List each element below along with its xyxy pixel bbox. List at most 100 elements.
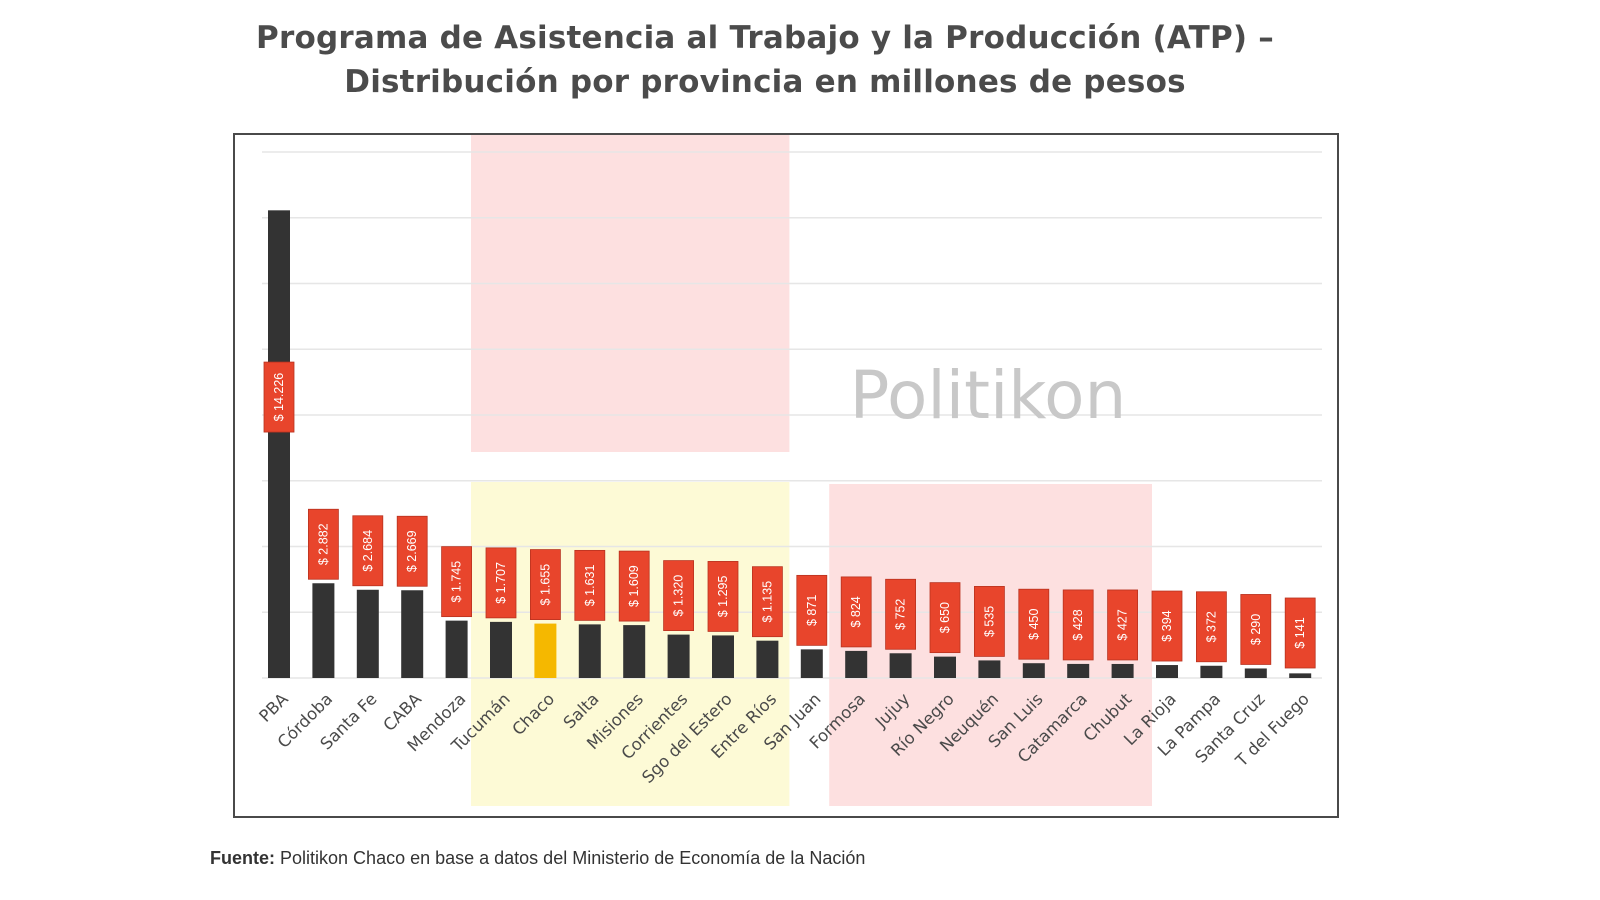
data-label-text: $ 1.609 bbox=[627, 565, 641, 607]
data-label: $ 1.745 bbox=[441, 546, 473, 618]
data-label-text: $ 427 bbox=[1116, 609, 1130, 640]
data-label-box bbox=[796, 574, 828, 646]
data-label: $ 2.684 bbox=[352, 515, 384, 587]
data-label-box bbox=[1107, 589, 1138, 661]
bar-t-del-fuego bbox=[1289, 673, 1312, 678]
data-label: $ 1.320 bbox=[663, 560, 694, 632]
bar-tucumán bbox=[490, 621, 512, 678]
data-label: $ 650 bbox=[929, 582, 961, 654]
data-label-text: $ 290 bbox=[1249, 614, 1263, 645]
bar-pba bbox=[268, 210, 290, 678]
data-label-box bbox=[1240, 594, 1272, 665]
data-label-box bbox=[618, 550, 650, 622]
data-label-box bbox=[1196, 591, 1227, 663]
data-label-box bbox=[1151, 590, 1183, 662]
data-label-box bbox=[574, 549, 606, 621]
bar-mendoza bbox=[445, 620, 468, 678]
data-label-text: $ 14.226 bbox=[272, 373, 286, 422]
data-label-text: $ 2.684 bbox=[361, 530, 375, 572]
data-label-text: $ 1.295 bbox=[716, 576, 730, 618]
data-label-text: $ 1.655 bbox=[538, 564, 552, 606]
bar-neuquén bbox=[978, 660, 1001, 678]
highlight-zones bbox=[471, 135, 1152, 806]
bar-la-rioja bbox=[1156, 665, 1178, 678]
bar-santa-cruz bbox=[1244, 668, 1267, 678]
bar-misiones bbox=[623, 625, 646, 678]
data-label-box bbox=[929, 582, 961, 654]
bar-salta bbox=[578, 624, 601, 678]
data-label-box bbox=[752, 566, 783, 638]
data-label-text: $ 1.707 bbox=[494, 562, 508, 604]
data-label: $ 427 bbox=[1107, 589, 1138, 661]
bar-río-negro bbox=[934, 656, 956, 678]
data-label: $ 2.669 bbox=[396, 515, 428, 587]
gridlines bbox=[262, 151, 1322, 679]
data-label: $ 14.226 bbox=[263, 361, 295, 433]
data-label-text: $ 752 bbox=[894, 599, 908, 630]
data-label: $ 1.135 bbox=[752, 566, 783, 638]
bar-catamarca bbox=[1067, 663, 1090, 678]
highlight-zone-upper-pink bbox=[471, 135, 790, 452]
data-label: $ 535 bbox=[974, 586, 1005, 657]
data-label: $ 824 bbox=[840, 576, 872, 648]
data-label-box bbox=[974, 586, 1005, 657]
data-label: $ 1.609 bbox=[618, 550, 650, 622]
data-label-box bbox=[530, 549, 561, 620]
source-text: Politikon Chaco en base a datos del Mini… bbox=[280, 848, 866, 868]
bar-santa-fe bbox=[356, 589, 379, 678]
data-label-text: $ 824 bbox=[849, 596, 863, 627]
data-label-box bbox=[1062, 589, 1094, 661]
data-label: $ 394 bbox=[1151, 590, 1183, 662]
data-label-text: $ 1.631 bbox=[583, 564, 597, 606]
data-label: $ 372 bbox=[1196, 591, 1227, 663]
bar-san-luis bbox=[1022, 663, 1045, 678]
data-label-text: $ 650 bbox=[938, 602, 952, 633]
data-label: $ 2.882 bbox=[307, 508, 339, 580]
bar-caba bbox=[401, 590, 424, 678]
bar-la-pampa bbox=[1200, 665, 1223, 678]
data-label-box bbox=[352, 515, 384, 587]
data-label-text: $ 394 bbox=[1160, 610, 1174, 641]
data-label-box bbox=[1284, 597, 1316, 669]
data-label: $ 1.707 bbox=[485, 547, 517, 619]
bar-córdoba bbox=[312, 583, 335, 678]
bar-chubut bbox=[1111, 663, 1134, 678]
data-label-text: $ 1.135 bbox=[760, 581, 774, 623]
bars bbox=[268, 210, 1312, 678]
data-label-text: $ 450 bbox=[1027, 609, 1041, 640]
source-label: Fuente: bbox=[210, 848, 275, 868]
data-label-box bbox=[885, 578, 916, 650]
data-label-text: $ 372 bbox=[1204, 611, 1218, 642]
data-label-box bbox=[307, 508, 339, 580]
data-label-text: $ 2.882 bbox=[316, 523, 330, 565]
data-label-box bbox=[1018, 588, 1050, 660]
data-label: $ 752 bbox=[885, 578, 916, 650]
data-label-box bbox=[263, 361, 295, 433]
bar-san-juan bbox=[800, 649, 823, 678]
data-label: $ 871 bbox=[796, 574, 828, 646]
data-label-box bbox=[485, 547, 517, 619]
data-label-text: $ 428 bbox=[1071, 609, 1085, 640]
data-label-box bbox=[840, 576, 872, 648]
data-label-box bbox=[396, 515, 428, 587]
data-label-text: $ 141 bbox=[1293, 617, 1307, 648]
watermark-politikon: Politikon bbox=[850, 357, 1127, 434]
source-note: Fuente: Politikon Chaco en base a datos … bbox=[210, 848, 865, 869]
bar-sgo-del-estero bbox=[712, 635, 734, 678]
chart-title-line-2: Distribución por provincia en millones d… bbox=[344, 64, 1186, 100]
data-label-box bbox=[663, 560, 694, 632]
data-label-text: $ 871 bbox=[805, 595, 819, 626]
data-label-box bbox=[441, 546, 473, 618]
data-label: $ 1.295 bbox=[707, 561, 739, 632]
bar-jujuy bbox=[889, 653, 912, 678]
data-label-text: $ 1.745 bbox=[450, 561, 464, 603]
bar-corrientes bbox=[667, 634, 690, 678]
chart-title-line-1: Programa de Asistencia al Trabajo y la P… bbox=[256, 20, 1274, 56]
data-label: $ 290 bbox=[1240, 594, 1272, 665]
data-label: $ 428 bbox=[1062, 589, 1094, 661]
data-labels: $ 14.226 $ 2.882 $ 2.684 $ 2.669 $ 1.745 $ 1.… bbox=[263, 361, 1316, 669]
bar-formosa bbox=[845, 650, 868, 678]
data-label-text: $ 1.320 bbox=[672, 575, 686, 617]
data-label-box bbox=[707, 561, 739, 632]
